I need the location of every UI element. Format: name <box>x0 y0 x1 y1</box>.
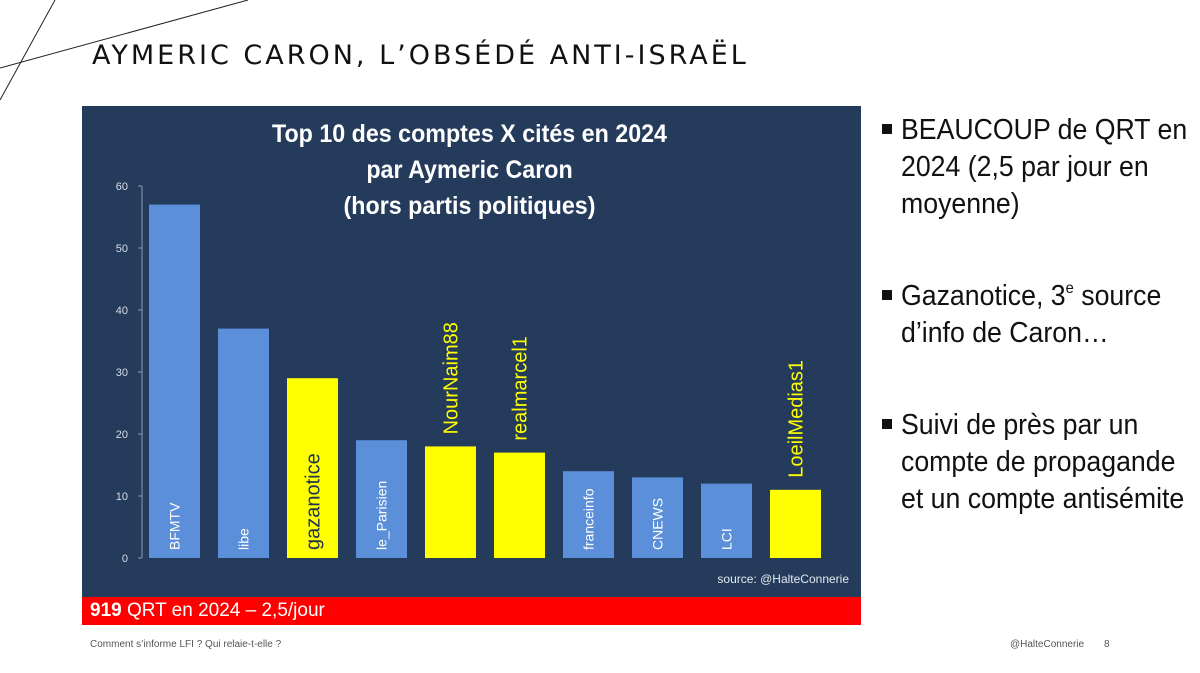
chart-title: Top 10 des comptes X cités en 2024 par A… <box>182 116 757 224</box>
bar-label: BFMTV <box>167 502 183 550</box>
chart-title-line-1: Top 10 des comptes X cités en 2024 <box>271 120 667 148</box>
bullet-text: Gazanotice, 3e source d’info de Caron… <box>901 278 1188 352</box>
bar-label: franceinfo <box>581 488 597 550</box>
footer-subtitle: Comment s’informe LFI ? Qui relaie-t-ell… <box>90 639 282 650</box>
y-tick-label: 30 <box>116 367 128 379</box>
bullet-square-icon <box>882 419 892 429</box>
bar-chart-panel: 0 10 20 30 40 50 60 BFMTV libe gazanotice le_Paris… <box>82 106 861 597</box>
bar-chart: 0 10 20 30 40 50 60 BFMTV libe gazanotice le_Paris… <box>116 181 850 586</box>
bullet-propaganda: Suivi de près par un compte de propagand… <box>880 407 1190 518</box>
y-tick-label: 40 <box>116 305 128 317</box>
chart-title-line-2: par Aymeric Caron <box>366 156 573 184</box>
bar-label: NourNaim88 <box>441 322 463 434</box>
y-tick-label: 50 <box>116 243 128 255</box>
bullet-text-sup: e <box>1065 280 1074 297</box>
bullet-text: BEAUCOUP de QRT en 2024 (2,5 par jour en… <box>901 114 1188 220</box>
y-tick-label: 60 <box>116 181 128 193</box>
bar <box>632 477 683 558</box>
bullet-text-pre: Gazanotice, 3 <box>901 280 1066 312</box>
bar <box>149 204 200 558</box>
bar <box>770 489 821 558</box>
chart-title-line-3: (hors partis politiques) <box>343 192 596 220</box>
decorative-corner-lines <box>0 0 249 101</box>
y-tick-label: 0 <box>122 553 128 565</box>
slide-title: AYMERIC CARON, L’OBSÉDÉ ANTI-ISRAËL <box>92 40 749 71</box>
qrt-summary-band: 919 QRT en 2024 – 2,5/jour <box>82 597 861 625</box>
bullet-text-post: source d’info de Caron… <box>901 280 1162 349</box>
bar <box>701 483 752 558</box>
bullet-text: Suivi de près par un compte de propagand… <box>901 409 1185 515</box>
page-number: 8 <box>1104 639 1110 650</box>
bar-label: LCI <box>719 528 735 550</box>
qrt-summary-text: QRT en 2024 – 2,5/jour <box>121 600 325 621</box>
bar <box>425 446 476 558</box>
bar <box>563 471 614 558</box>
y-tick-label: 20 <box>116 429 128 441</box>
bar-label: gazanotice <box>303 453 325 550</box>
bullet-gazanotice: Gazanotice, 3e source d’info de Caron… <box>880 278 1190 352</box>
bullet-qrt-volume: BEAUCOUP de QRT en 2024 (2,5 par jour en… <box>880 112 1190 223</box>
bar-label: CNEWS <box>650 498 666 550</box>
bar <box>287 378 338 558</box>
y-tick-label: 10 <box>116 491 128 503</box>
bar <box>356 440 407 558</box>
bar <box>494 452 545 558</box>
bar-label: libe <box>236 528 252 550</box>
bullet-square-icon <box>882 124 892 134</box>
qrt-count: 919 <box>90 600 122 621</box>
bar <box>218 328 269 558</box>
bar-label: le_Parisien <box>374 481 390 550</box>
bar-label: LoeilMedias1 <box>786 360 808 478</box>
footer-handle: @HalteConnerie <box>1010 639 1085 650</box>
bullet-square-icon <box>882 290 892 300</box>
bar-label: realmarcel1 <box>510 336 532 440</box>
chart-source: source: @HalteConnerie <box>717 572 849 586</box>
bullet-list: BEAUCOUP de QRT en 2024 (2,5 par jour en… <box>880 112 1190 573</box>
